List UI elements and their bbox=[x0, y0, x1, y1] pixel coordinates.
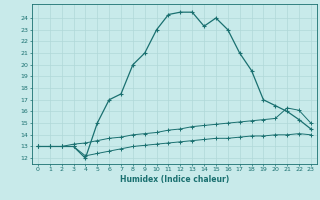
X-axis label: Humidex (Indice chaleur): Humidex (Indice chaleur) bbox=[120, 175, 229, 184]
